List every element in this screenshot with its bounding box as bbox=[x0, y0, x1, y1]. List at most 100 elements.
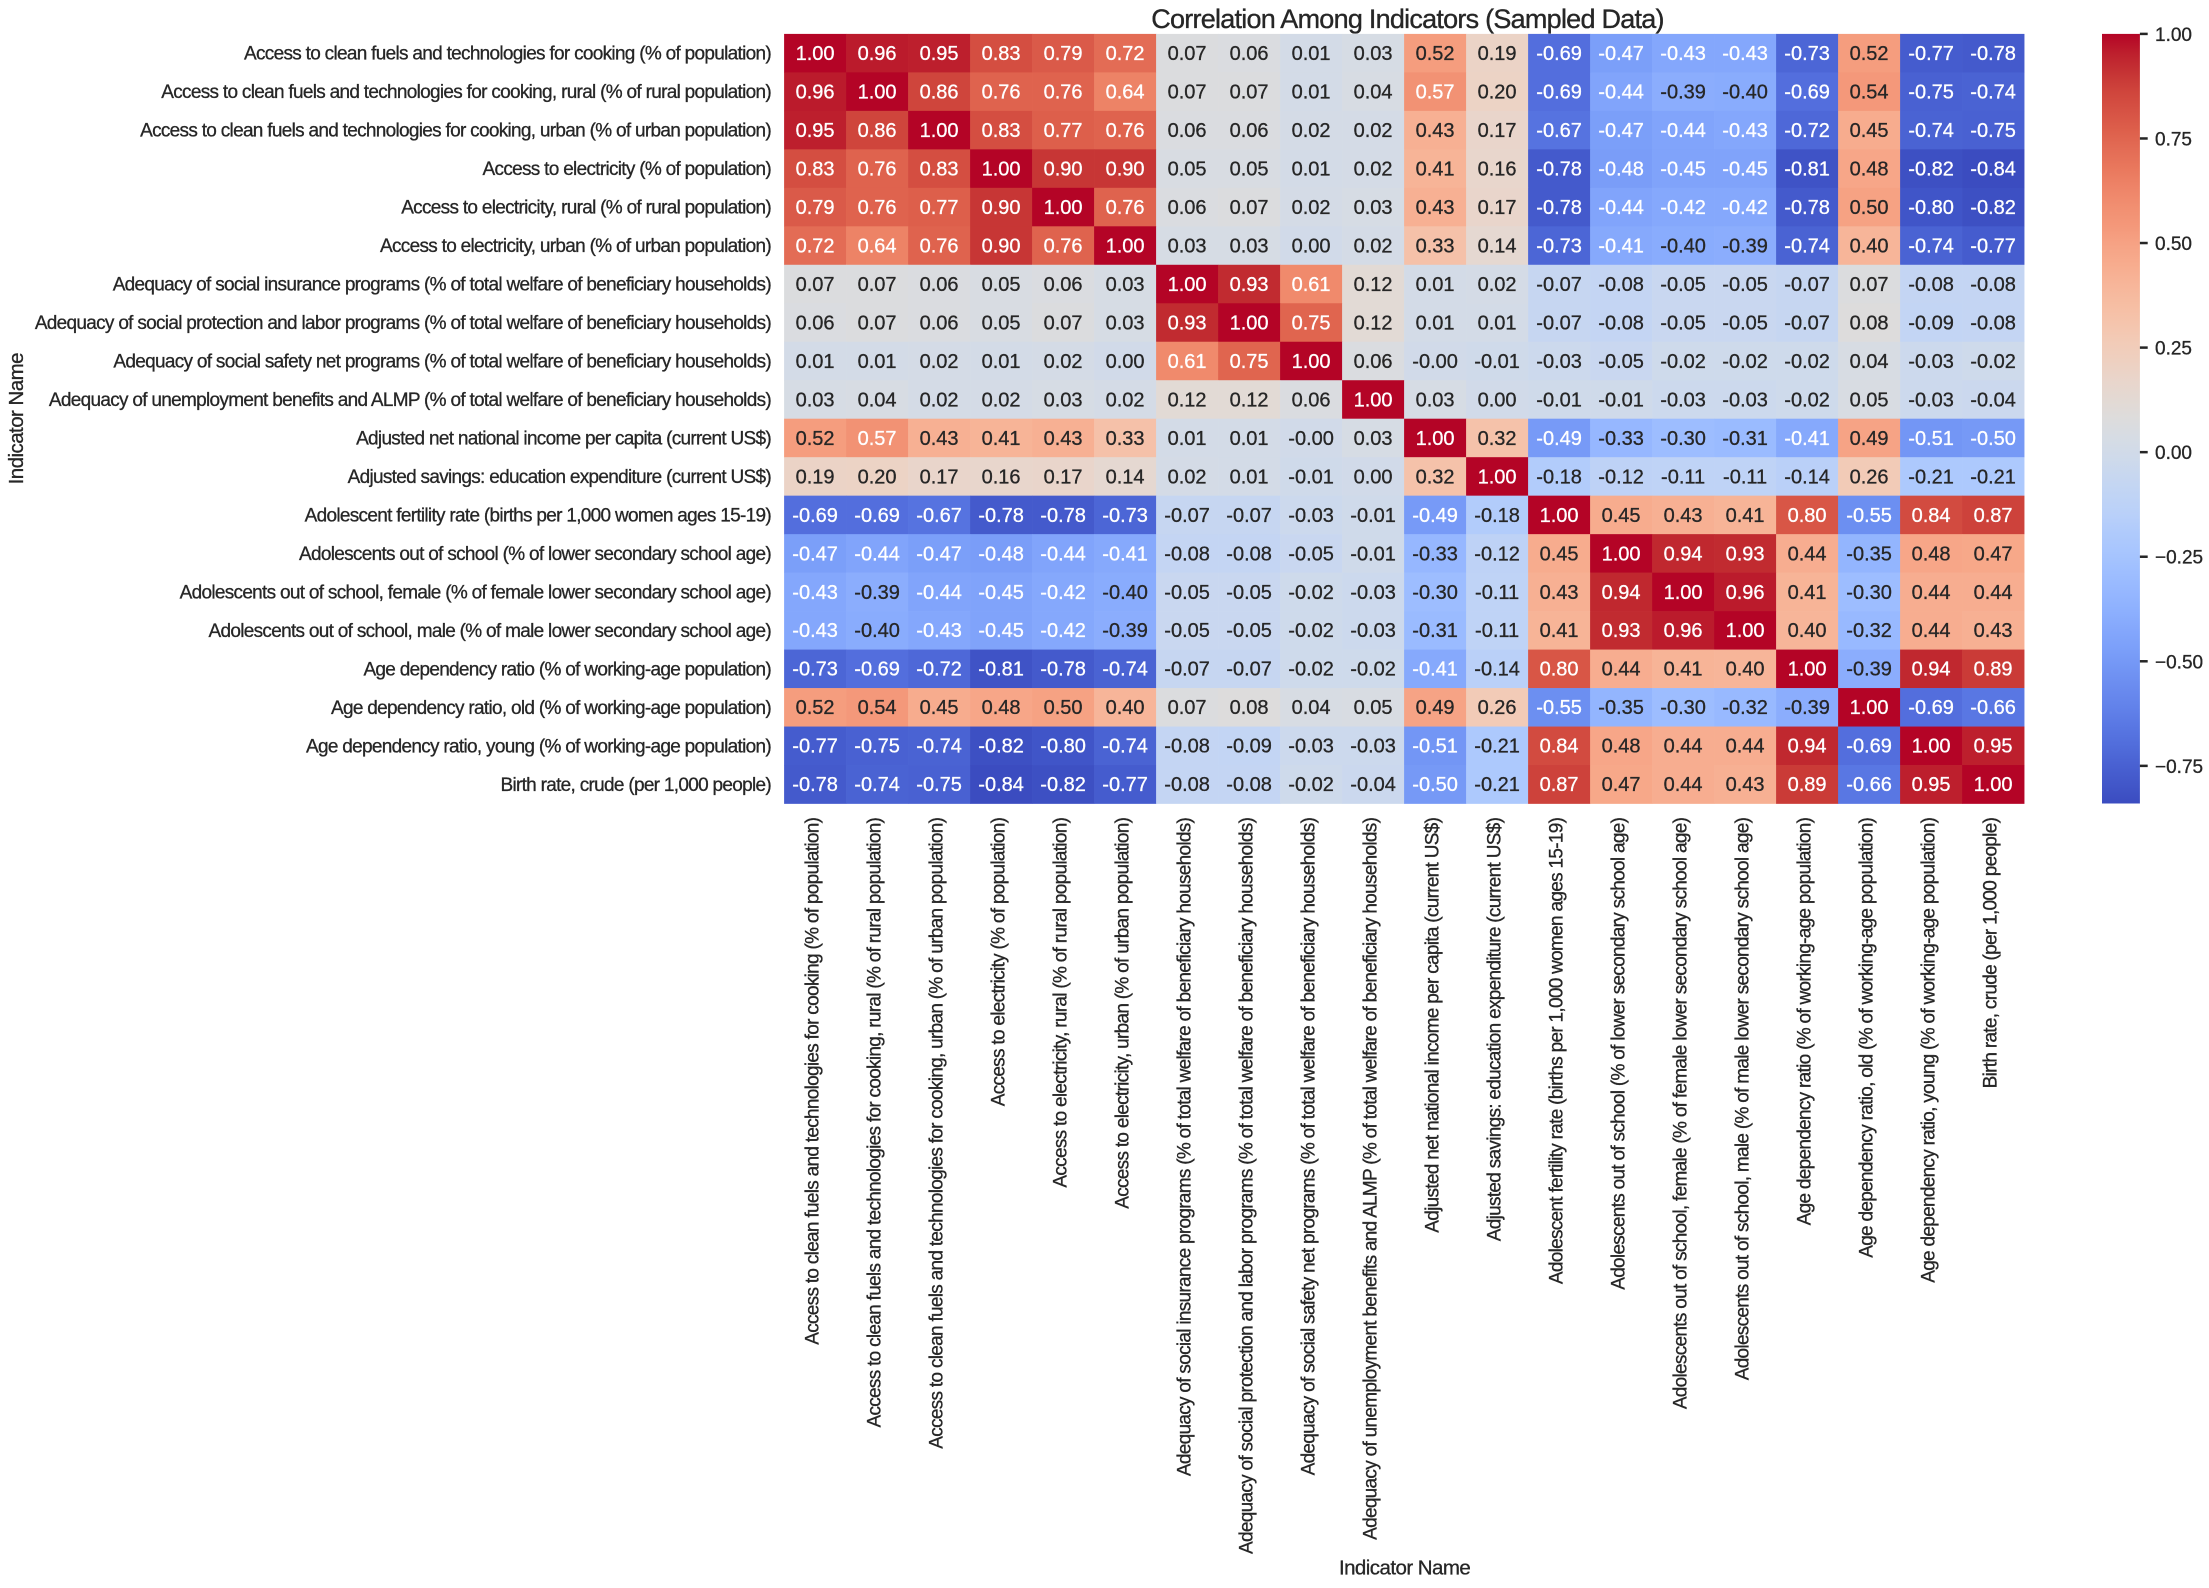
svg-text:-0.44: -0.44 bbox=[916, 582, 962, 604]
svg-text:0.07: 0.07 bbox=[1850, 274, 1889, 296]
svg-text:-0.03: -0.03 bbox=[1908, 351, 1954, 373]
svg-text:Access to electricity (% of po: Access to electricity (% of population) bbox=[483, 159, 772, 180]
svg-text:0.06: 0.06 bbox=[1230, 43, 1269, 65]
svg-text:0.45: 0.45 bbox=[1602, 505, 1641, 527]
svg-text:0.06: 0.06 bbox=[1292, 389, 1331, 411]
svg-text:0.89: 0.89 bbox=[1974, 659, 2013, 681]
svg-text:0.50: 0.50 bbox=[1850, 197, 1889, 219]
svg-text:-0.44: -0.44 bbox=[1040, 543, 1086, 565]
svg-text:0.47: 0.47 bbox=[1602, 774, 1641, 796]
svg-text:-0.42: -0.42 bbox=[1722, 197, 1768, 219]
svg-text:0.49: 0.49 bbox=[1850, 428, 1889, 450]
svg-text:0.05: 0.05 bbox=[1230, 158, 1269, 180]
svg-text:0.03: 0.03 bbox=[796, 389, 835, 411]
svg-text:0.02: 0.02 bbox=[1168, 466, 1207, 488]
svg-text:Adjusted net national income p: Adjusted net national income per capita … bbox=[356, 428, 771, 449]
svg-text:0.20: 0.20 bbox=[1478, 82, 1517, 104]
svg-text:Age dependency ratio (% of wor: Age dependency ratio (% of working-age p… bbox=[363, 659, 771, 680]
svg-text:-0.05: -0.05 bbox=[1722, 312, 1768, 334]
svg-text:-0.09: -0.09 bbox=[1908, 312, 1954, 334]
svg-text:-0.43: -0.43 bbox=[792, 582, 838, 604]
svg-text:-0.08: -0.08 bbox=[1598, 312, 1644, 334]
svg-text:1.00: 1.00 bbox=[920, 120, 959, 142]
svg-text:-0.74: -0.74 bbox=[1102, 659, 1148, 681]
svg-text:0.44: 0.44 bbox=[1664, 736, 1703, 758]
svg-text:-0.02: -0.02 bbox=[1288, 659, 1334, 681]
svg-text:0.87: 0.87 bbox=[1540, 774, 1579, 796]
svg-text:-0.40: -0.40 bbox=[1722, 82, 1768, 104]
svg-text:-0.39: -0.39 bbox=[1102, 620, 1148, 642]
svg-text:-0.73: -0.73 bbox=[1102, 505, 1148, 527]
svg-text:-0.03: -0.03 bbox=[1288, 505, 1334, 527]
svg-text:0.95: 0.95 bbox=[796, 120, 835, 142]
svg-text:0.01: 0.01 bbox=[1292, 158, 1331, 180]
svg-text:-0.01: -0.01 bbox=[1350, 505, 1396, 527]
svg-text:0.25: 0.25 bbox=[2155, 339, 2192, 360]
svg-text:0.00: 0.00 bbox=[1478, 389, 1517, 411]
svg-text:0.54: 0.54 bbox=[858, 697, 897, 719]
svg-text:0.79: 0.79 bbox=[796, 197, 835, 219]
svg-text:0.03: 0.03 bbox=[1106, 274, 1145, 296]
svg-text:-0.69: -0.69 bbox=[854, 659, 900, 681]
svg-text:-0.43: -0.43 bbox=[1722, 120, 1768, 142]
svg-text:0.76: 0.76 bbox=[1044, 235, 1083, 257]
svg-text:-0.08: -0.08 bbox=[1164, 774, 1210, 796]
svg-text:Adequacy of social protection: Adequacy of social protection and labor … bbox=[1237, 817, 1258, 1554]
svg-text:0.41: 0.41 bbox=[1788, 582, 1827, 604]
svg-text:-0.72: -0.72 bbox=[916, 659, 962, 681]
svg-text:-0.02: -0.02 bbox=[1722, 351, 1768, 373]
svg-text:0.19: 0.19 bbox=[1478, 43, 1517, 65]
svg-text:0.76: 0.76 bbox=[1106, 120, 1145, 142]
svg-text:0.96: 0.96 bbox=[796, 82, 835, 104]
svg-text:0.01: 0.01 bbox=[1168, 428, 1207, 450]
svg-text:-0.73: -0.73 bbox=[1784, 43, 1830, 65]
svg-text:0.02: 0.02 bbox=[920, 351, 959, 373]
svg-text:-0.21: -0.21 bbox=[1970, 466, 2016, 488]
svg-text:0.06: 0.06 bbox=[1168, 197, 1207, 219]
svg-text:-0.44: -0.44 bbox=[1598, 197, 1644, 219]
svg-text:0.45: 0.45 bbox=[1850, 120, 1889, 142]
svg-text:-0.33: -0.33 bbox=[1598, 428, 1644, 450]
svg-text:Adequacy of social safety net: Adequacy of social safety net programs (… bbox=[1299, 817, 1320, 1475]
svg-text:0.83: 0.83 bbox=[920, 158, 959, 180]
svg-text:Adjusted net national income p: Adjusted net national income per capita … bbox=[1423, 817, 1444, 1232]
svg-text:0.17: 0.17 bbox=[1044, 466, 1083, 488]
svg-text:0.43: 0.43 bbox=[1044, 428, 1083, 450]
svg-text:0.61: 0.61 bbox=[1292, 274, 1331, 296]
svg-text:0.00: 0.00 bbox=[1106, 351, 1145, 373]
svg-text:0.07: 0.07 bbox=[1168, 697, 1207, 719]
svg-text:0.12: 0.12 bbox=[1354, 312, 1393, 334]
svg-text:-0.78: -0.78 bbox=[1536, 197, 1582, 219]
svg-text:-0.40: -0.40 bbox=[854, 620, 900, 642]
svg-text:-0.47: -0.47 bbox=[1598, 120, 1644, 142]
svg-text:-0.07: -0.07 bbox=[1536, 274, 1582, 296]
svg-text:-0.69: -0.69 bbox=[1908, 697, 1954, 719]
svg-text:-0.45: -0.45 bbox=[978, 582, 1024, 604]
svg-text:0.57: 0.57 bbox=[858, 428, 897, 450]
svg-text:0.07: 0.07 bbox=[1230, 197, 1269, 219]
svg-text:-0.33: -0.33 bbox=[1412, 543, 1458, 565]
svg-text:0.01: 0.01 bbox=[1230, 466, 1269, 488]
svg-text:-0.41: -0.41 bbox=[1412, 659, 1458, 681]
svg-text:-0.32: -0.32 bbox=[1722, 697, 1768, 719]
svg-text:0.03: 0.03 bbox=[1230, 235, 1269, 257]
svg-text:0.48: 0.48 bbox=[982, 697, 1021, 719]
svg-text:0.06: 0.06 bbox=[1230, 120, 1269, 142]
svg-text:0.90: 0.90 bbox=[1044, 158, 1083, 180]
svg-text:0.06: 0.06 bbox=[920, 274, 959, 296]
svg-text:0.64: 0.64 bbox=[858, 235, 897, 257]
svg-text:-0.07: -0.07 bbox=[1226, 659, 1272, 681]
svg-text:0.02: 0.02 bbox=[982, 389, 1021, 411]
svg-text:0.41: 0.41 bbox=[982, 428, 1021, 450]
svg-text:-0.21: -0.21 bbox=[1474, 774, 1520, 796]
svg-text:Adequacy of social safety net: Adequacy of social safety net programs (… bbox=[113, 352, 771, 373]
svg-text:0.06: 0.06 bbox=[1168, 120, 1207, 142]
svg-text:-0.14: -0.14 bbox=[1784, 466, 1830, 488]
svg-text:1.00: 1.00 bbox=[1788, 659, 1827, 681]
svg-text:-0.43: -0.43 bbox=[916, 620, 962, 642]
svg-text:-0.08: -0.08 bbox=[1226, 774, 1272, 796]
svg-text:-0.55: -0.55 bbox=[1846, 505, 1892, 527]
svg-text:-0.02: -0.02 bbox=[1288, 774, 1334, 796]
svg-text:-0.03: -0.03 bbox=[1536, 351, 1582, 373]
svg-text:Birth rate, crude (per 1,000 p: Birth rate, crude (per 1,000 people) bbox=[500, 775, 771, 796]
